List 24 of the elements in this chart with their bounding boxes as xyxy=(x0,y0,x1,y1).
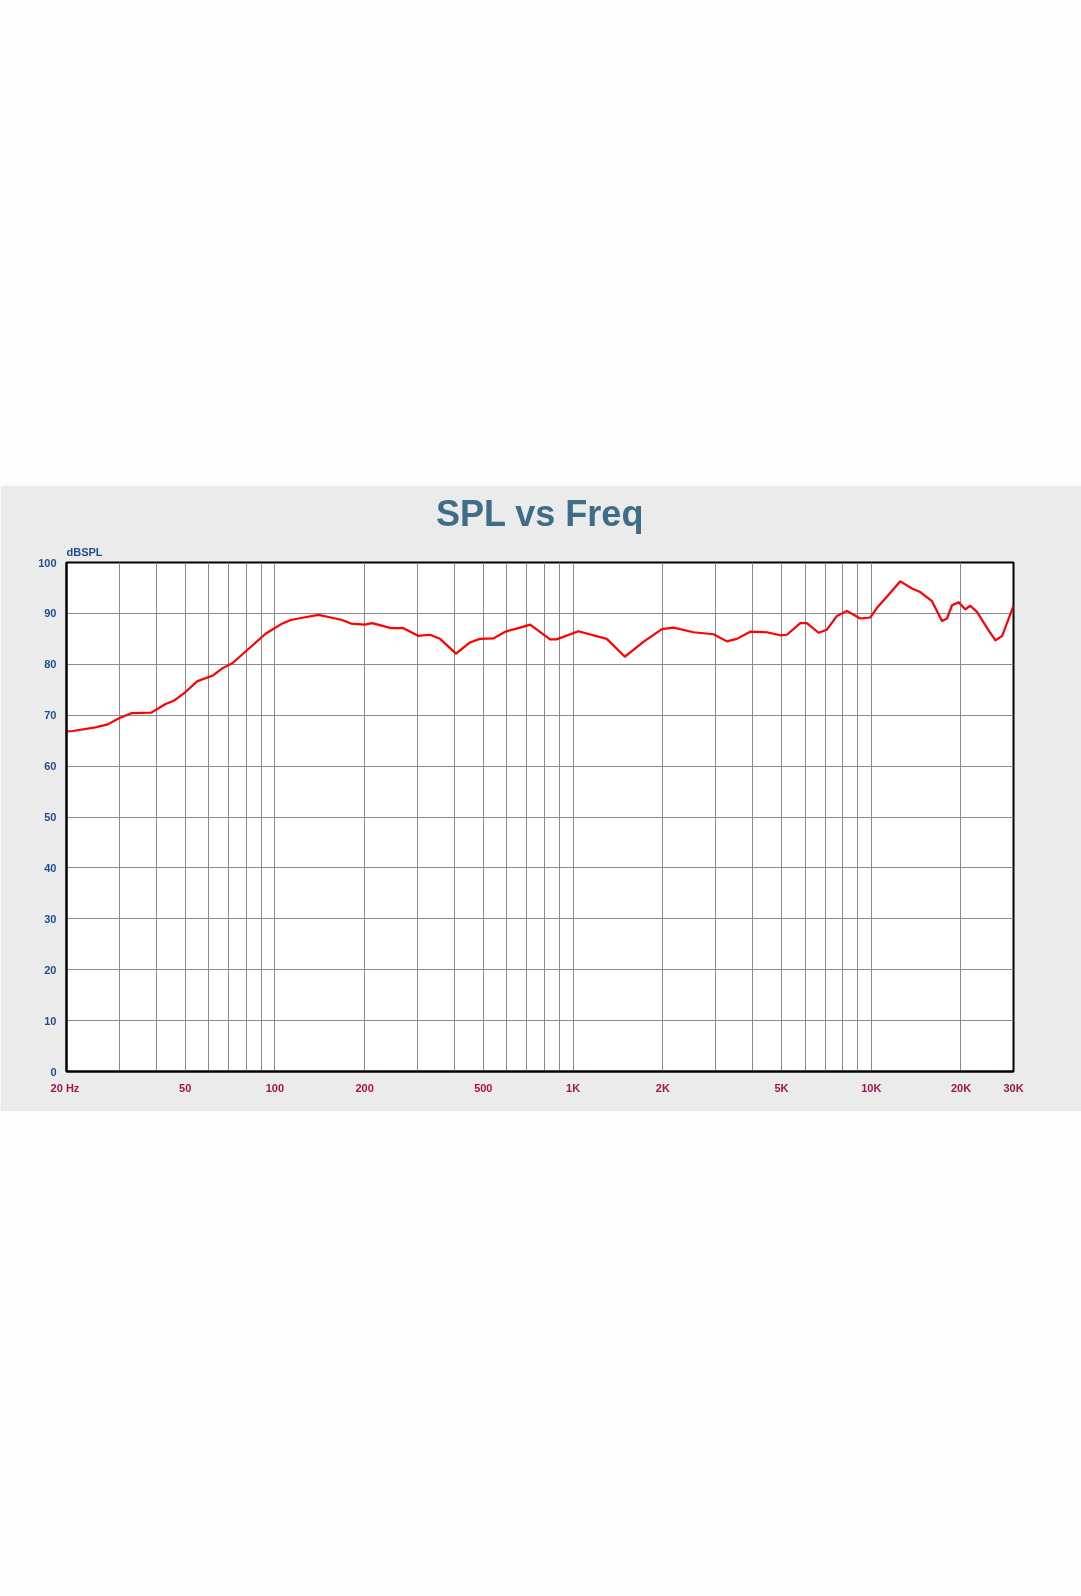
x-tick-label: 1K xyxy=(566,1081,581,1094)
x-tick-label: 20 Hz xyxy=(50,1081,80,1094)
x-tick-label: 10K xyxy=(861,1081,882,1094)
y-tick-label: 60 xyxy=(44,760,57,773)
y-tick-label: 0 xyxy=(50,1065,57,1078)
x-tick-label: 100 xyxy=(265,1081,285,1094)
chart-title: SPL vs Freq xyxy=(435,492,644,534)
y-tick-label: 90 xyxy=(44,607,57,620)
y-tick-label: 80 xyxy=(44,658,57,671)
x-tick-label: 50 xyxy=(179,1081,192,1094)
y-tick-label: 40 xyxy=(44,861,57,874)
x-tick-label: 200 xyxy=(355,1081,374,1094)
y-tick-label: 70 xyxy=(44,709,57,722)
y-axis-title: dBSPL xyxy=(66,545,103,558)
x-tick-label: 2K xyxy=(655,1081,670,1094)
y-tick-label: 20 xyxy=(44,963,57,976)
x-tick-label: 30K xyxy=(1003,1081,1024,1094)
y-tick-label: 100 xyxy=(38,556,57,569)
y-tick-label: 10 xyxy=(44,1014,57,1027)
y-tick-label: 50 xyxy=(44,811,57,823)
x-tick-label: 5K xyxy=(774,1081,789,1094)
x-tick-label: 500 xyxy=(474,1081,493,1094)
y-tick-label: 30 xyxy=(44,912,57,925)
x-tick-label: 20K xyxy=(950,1081,972,1094)
